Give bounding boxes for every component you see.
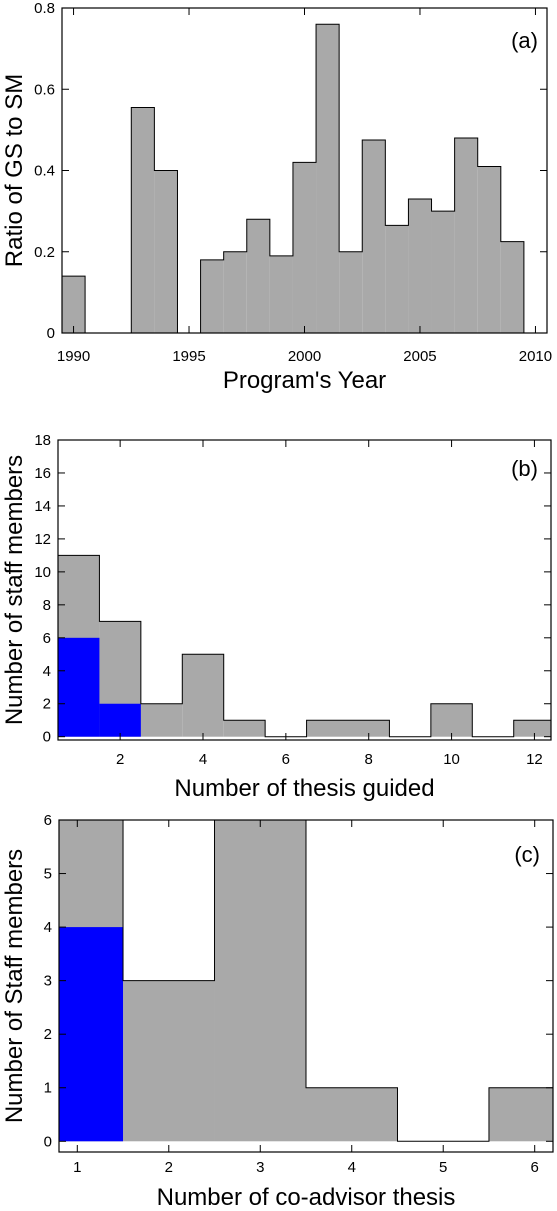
panel-3-ytick-label-7: 6 [44,812,52,829]
panel-1-xtick-label-4: 2005 [403,348,436,365]
panel-1-ytick-label-5: 0.8 [34,0,55,17]
panel-2-ytick-label-7: 12 [34,531,51,548]
panel-1-series-1-bar-16 [408,198,432,333]
panel-3-xtick-label-1: 1 [73,1159,81,1176]
panel-1-y-axis-title: Ratio of GS to SM [1,74,28,267]
panel-3-ytick-label-6: 5 [44,866,52,883]
panel-2-xtick-label-3: 6 [282,751,290,768]
panel-2-series-1-bar-10 [430,703,473,737]
panel-3-ytick-label-1: 0 [44,1133,52,1150]
panel-3-y-axis-title: Number of Staff members [1,849,28,1123]
panel-2-ytick-label-3: 4 [43,663,51,680]
panel-2-ytick-label-1: 0 [43,729,51,746]
panel-1-series-1-bar-5 [154,170,178,333]
panel-2-xtick-label-2: 4 [199,751,207,768]
panel-1-series-1-bar-13 [339,251,363,333]
panel-2-series-outline [58,554,551,738]
panel-1-series-1-bar-7 [200,259,224,333]
panel-1-series-1-bar-14 [362,140,386,333]
panel-1-series-1-bar-4 [131,107,155,333]
panel-3-frame [58,819,554,1153]
panel-3-series-1-bar-2 [123,980,215,1142]
panel-2-xtick-label-1: 2 [116,751,124,768]
panel-2-series-1-bar-7 [306,720,348,737]
panel-2-xtick-label-6: 12 [526,751,543,768]
panel-1-x-axis-title: Program's Year [223,367,386,394]
panel-3-series-2-bar-1 [59,927,124,1142]
panel-2-label: (b) [511,456,538,481]
panel-2-series-2-bar-1 [58,637,100,737]
panel-2-series-1-bar-8 [348,720,390,737]
panel-2-series-1-bar-12 [513,720,551,737]
panel-2-xtick-label-5: 10 [443,751,460,768]
panel-3-xtick-label-4: 4 [348,1159,356,1176]
panel-2-ytick-label-10: 18 [34,432,51,449]
panel-1-ytick-label-4: 0.6 [34,81,55,98]
panel-3-ytick-label-2: 1 [44,1080,52,1097]
panel-3-ytick-label-4: 3 [44,973,52,990]
panel-2-y-axis-title: Number of staff members [1,455,28,725]
panel-1-series-outline [62,23,547,334]
panel-3-xtick-label-3: 3 [256,1159,264,1176]
panel-1-series-1-bar-8 [223,251,247,333]
panel-2-x-axis-title: Number of thesis guided [174,775,434,802]
panel-3-series-1-bar-3 [214,820,306,1142]
panel-1-series-1-bar-12 [316,24,340,333]
panel-1-label: (a) [511,28,538,53]
panel-1-ytick-label-1: 0 [47,325,55,342]
panel-3-label: (c) [514,842,540,867]
panel-3-xtick-label-5: 5 [439,1159,447,1176]
panel-1-xtick-label-3: 2000 [288,348,321,365]
panel-3-xtick-label-6: 6 [531,1159,539,1176]
panel-1-series-1-bar-1 [62,276,86,333]
panel-1-series-1-bar-9 [246,219,270,333]
panel-1-xtick-label-5: 2010 [519,348,552,365]
panel-2-ytick-label-5: 8 [43,597,51,614]
panel-3-ytick-label-3: 2 [44,1026,52,1043]
panel-3-x-axis-title: Number of co-advisor thesis [157,1184,456,1211]
panel-3-series-1-bar-6 [488,1087,553,1142]
panel-2-series-1-bar-4 [182,654,224,737]
panel-1-series-1-bar-20 [500,241,524,333]
panel-1-series-1-bar-10 [269,255,293,333]
panel-2-xtick-label-4: 8 [365,751,373,768]
panel-1-ytick-label-3: 0.4 [34,163,55,180]
panel-2-ytick-label-4: 6 [43,630,51,647]
panel-2-frame [57,439,552,741]
panel-1-xtick-label-2: 1995 [172,348,205,365]
panel-2-ytick-label-8: 14 [34,498,51,515]
panel-1-ytick-label-2: 0.2 [34,244,55,261]
panel-2-ytick-label-2: 2 [43,696,51,713]
panel-2-ytick-label-9: 16 [34,465,51,482]
panel-2-series-1-bar-3 [140,703,183,737]
panel-1-series-1-bar-15 [385,225,409,333]
panel-1-series-1-bar-19 [477,166,501,333]
panel-1-series-1-bar-11 [292,162,317,333]
panel-2-series-1-bar-5 [223,720,266,737]
panel-1-series-1-bar-17 [431,211,455,333]
panel-1-series-1-bar-18 [454,138,478,333]
panel-3-ytick-label-5: 4 [44,919,52,936]
panel-3-series-1-bar-4 [306,1087,398,1142]
panel-1-xtick-label-1: 1990 [57,348,90,365]
panel-2-ytick-label-6: 10 [34,564,51,581]
panel-3-series-outline [59,819,553,1142]
panel-2-series-2-bar-2 [99,703,141,737]
panel-3-xtick-label-2: 2 [165,1159,173,1176]
